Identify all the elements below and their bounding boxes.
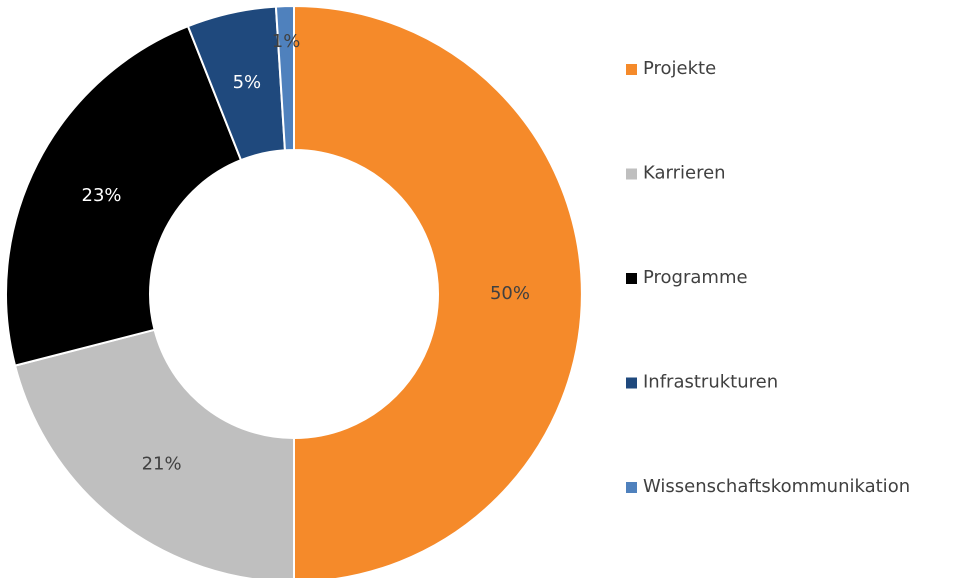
legend-swatch — [626, 168, 637, 180]
legend-label: Wissenschaftskommunikation — [643, 476, 910, 497]
donut-slice — [5, 24, 243, 367]
legend-swatch — [626, 377, 637, 389]
data-label: 1% — [272, 31, 301, 52]
data-label: 23% — [82, 185, 122, 206]
donut-slice — [13, 328, 295, 578]
legend-label: Infrastrukturen — [643, 372, 778, 393]
data-label: 50% — [490, 283, 530, 304]
legend-swatch — [626, 64, 637, 75]
data-label: 5% — [233, 72, 262, 93]
donut-slice — [274, 4, 295, 152]
legend-label: Projekte — [643, 58, 716, 79]
legend-swatch — [626, 482, 637, 493]
donut-slice — [293, 4, 583, 578]
legend-swatch — [626, 273, 637, 284]
legend-label: Programme — [643, 267, 748, 288]
legend-label: Karrieren — [643, 163, 726, 184]
data-label: 21% — [142, 454, 182, 475]
